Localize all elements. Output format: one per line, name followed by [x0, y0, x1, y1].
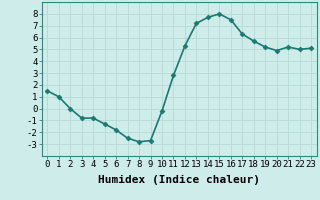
- X-axis label: Humidex (Indice chaleur): Humidex (Indice chaleur): [98, 175, 260, 185]
